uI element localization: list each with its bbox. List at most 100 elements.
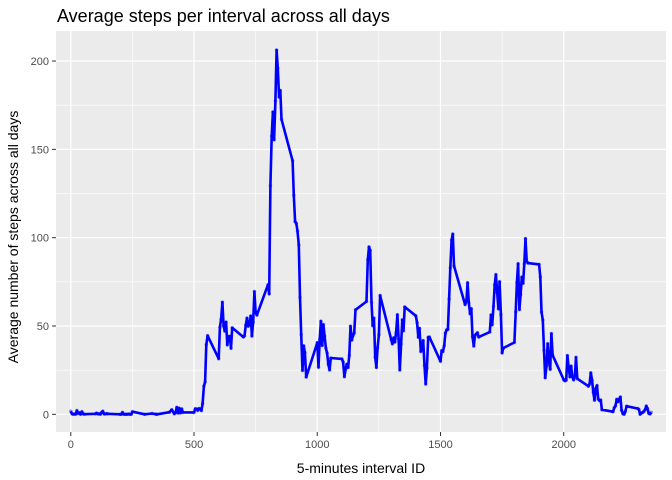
data-point	[104, 411, 109, 416]
data-point	[220, 300, 225, 305]
data-point	[290, 159, 295, 163]
data-point	[241, 335, 246, 339]
series-line	[69, 48, 653, 416]
data-point	[93, 412, 98, 416]
data-point	[269, 134, 274, 138]
data-point	[300, 368, 305, 373]
data-point	[468, 312, 472, 316]
data-point	[372, 316, 376, 320]
data-point	[298, 295, 302, 300]
chart-title: Average steps per interval across all da…	[57, 6, 390, 26]
data-point	[467, 300, 471, 305]
data-point	[170, 407, 174, 412]
data-point	[119, 412, 124, 417]
data-point	[417, 326, 422, 331]
data-point	[616, 400, 620, 404]
data-point	[341, 360, 345, 364]
data-point	[400, 318, 405, 322]
data-point	[251, 320, 255, 324]
data-point	[228, 334, 232, 339]
data-point	[476, 335, 481, 339]
data-point	[426, 335, 431, 340]
data-point	[129, 412, 133, 417]
data-point	[304, 375, 309, 379]
data-point	[637, 407, 641, 412]
data-point	[315, 340, 320, 345]
data-point	[524, 259, 529, 264]
data-point	[496, 307, 501, 311]
data-point	[120, 410, 125, 415]
data-point	[587, 382, 592, 386]
data-point	[173, 410, 178, 415]
data-point	[416, 335, 421, 340]
data-point	[438, 359, 443, 364]
y-axis: 0 50 100 150 200	[31, 56, 56, 421]
data-point	[550, 353, 555, 358]
data-point	[276, 66, 280, 71]
data-point	[427, 335, 432, 339]
data-point	[271, 110, 275, 114]
data-point	[154, 412, 158, 417]
data-point	[292, 193, 296, 198]
data-point	[245, 316, 249, 320]
x-tick-label: 2000	[551, 439, 575, 451]
data-point	[226, 334, 231, 339]
x-axis: 0 500 1000 1500 2000	[68, 432, 576, 451]
data-point	[549, 331, 554, 336]
data-point	[522, 261, 527, 266]
data-point	[488, 330, 492, 334]
y-tick-label: 0	[43, 409, 49, 421]
data-point	[294, 221, 299, 226]
data-point	[205, 333, 210, 338]
data-point	[373, 355, 378, 359]
data-point	[501, 346, 506, 350]
data-point	[645, 406, 650, 411]
data-point	[573, 374, 577, 379]
data-point	[69, 409, 73, 414]
data-point	[474, 332, 479, 336]
data-point	[444, 328, 449, 332]
data-point	[350, 338, 354, 342]
data-point	[600, 407, 604, 412]
data-point	[463, 302, 467, 307]
data-point	[321, 322, 326, 327]
data-point	[250, 334, 254, 338]
data-point	[347, 353, 352, 358]
y-tick-label: 200	[31, 56, 49, 68]
data-point	[78, 412, 83, 417]
data-point	[244, 323, 248, 327]
data-point	[80, 409, 84, 414]
data-point	[324, 346, 328, 351]
data-point	[624, 404, 629, 409]
data-point	[199, 408, 204, 413]
data-point	[221, 324, 226, 328]
data-point	[575, 376, 580, 381]
data-point	[255, 313, 259, 317]
data-point	[253, 310, 258, 315]
data-point	[590, 378, 594, 383]
data-point	[611, 409, 615, 414]
data-point	[322, 334, 327, 338]
data-point	[537, 262, 541, 267]
data-point	[272, 138, 276, 142]
data-point	[343, 367, 348, 372]
data-point	[544, 364, 549, 368]
data-point	[103, 412, 108, 416]
data-point	[470, 335, 475, 339]
data-point	[268, 183, 273, 188]
data-point	[179, 407, 184, 411]
data-point	[77, 410, 82, 415]
data-point	[612, 406, 616, 410]
data-point	[441, 349, 445, 354]
data-point	[595, 383, 599, 388]
x-axis-title: 5-minutes interval ID	[297, 460, 425, 476]
data-point	[448, 266, 453, 270]
data-point	[622, 412, 626, 417]
data-point	[340, 357, 344, 361]
data-point	[500, 351, 504, 355]
data-point	[252, 289, 257, 294]
data-point	[499, 312, 503, 317]
data-point	[513, 310, 518, 314]
data-point	[342, 374, 347, 379]
data-point	[101, 409, 105, 414]
